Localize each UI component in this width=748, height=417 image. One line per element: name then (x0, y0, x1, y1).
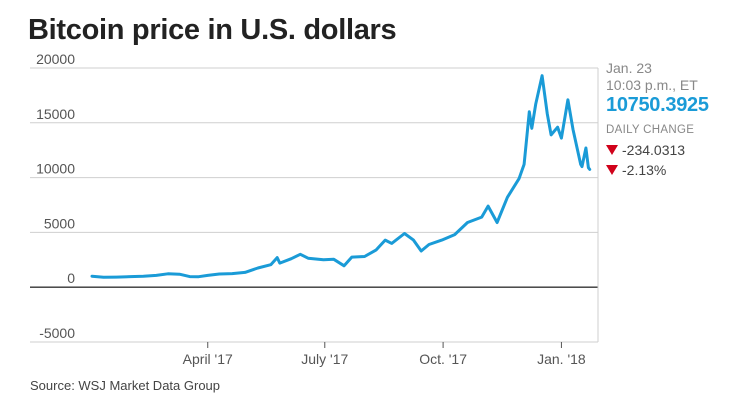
y-tick-label: 20000 (36, 51, 75, 67)
x-tick-label: Jan. '18 (537, 351, 586, 367)
grid-lines (30, 67, 599, 343)
x-axis-ticks: April '17 July '17 Oct. '17 Jan. '18 (183, 342, 586, 367)
latest-quote-panel: Jan. 23 10:03 p.m., ET 10750.3925 DAILY … (606, 60, 709, 179)
y-tick-label: 0 (67, 270, 75, 286)
daily-change-absolute: -234.0313 (606, 142, 709, 159)
quote-time: 10:03 p.m., ET (606, 77, 698, 93)
triangle-down-icon (606, 165, 618, 175)
change-pct-value: -2.13% (622, 162, 667, 178)
quote-price: 10750.3925 (606, 94, 709, 116)
source-note: Source: WSJ Market Data Group (30, 378, 221, 393)
x-tick-label: Oct. '17 (419, 351, 467, 367)
y-tick-label: 5000 (44, 215, 75, 231)
quote-date: Jan. 23 (606, 60, 652, 76)
change-abs-value: -234.0313 (622, 142, 686, 158)
y-tick-label: 10000 (36, 161, 75, 177)
y-tick-label: 15000 (36, 106, 75, 122)
x-tick-label: July '17 (301, 351, 348, 367)
chart-title: Bitcoin price in U.S. dollars (28, 14, 397, 46)
series-line-bitcoin-price (90, 74, 592, 279)
triangle-down-icon (606, 145, 618, 155)
y-tick-label: -5000 (39, 325, 75, 341)
y-axis-ticks: 20000 15000 10000 5000 0 -5000 (36, 51, 75, 341)
daily-change-percent: -2.13% (606, 162, 709, 179)
x-tick-label: April '17 (183, 351, 233, 367)
daily-change-label: DAILY CHANGE (606, 124, 695, 136)
